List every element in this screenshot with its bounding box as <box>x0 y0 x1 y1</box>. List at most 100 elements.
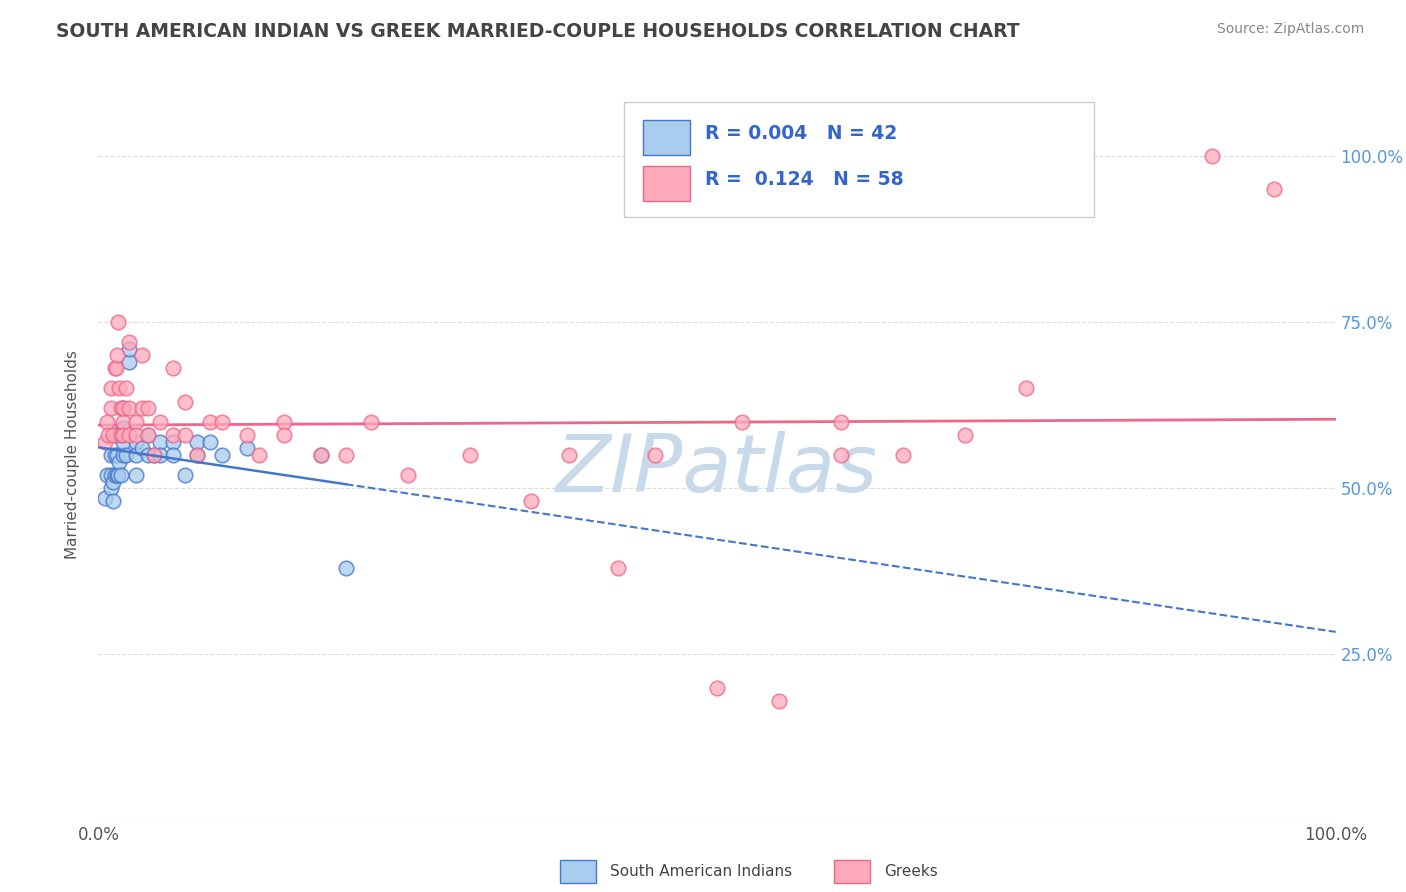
Point <box>107 467 129 482</box>
Point <box>100 401 122 416</box>
Point <box>236 428 259 442</box>
Point <box>731 415 754 429</box>
Point <box>114 448 136 462</box>
Point <box>953 428 976 442</box>
Point <box>198 415 221 429</box>
Point <box>124 467 146 482</box>
Point <box>124 415 146 429</box>
Point <box>112 448 135 462</box>
Point <box>136 428 159 442</box>
Point <box>103 361 125 376</box>
Point <box>174 428 197 442</box>
Point <box>107 428 129 442</box>
Point <box>103 448 125 462</box>
Point <box>112 401 135 416</box>
Point <box>105 448 128 462</box>
Point <box>309 448 332 462</box>
Point <box>110 467 132 482</box>
Point <box>112 428 135 442</box>
Point <box>136 448 159 462</box>
Point <box>309 448 332 462</box>
Point <box>93 491 115 505</box>
Point <box>110 428 132 442</box>
Point <box>174 467 197 482</box>
Point <box>136 401 159 416</box>
Point <box>273 415 295 429</box>
Point <box>124 434 146 449</box>
Point <box>103 428 125 442</box>
Point <box>97 428 120 442</box>
Point <box>335 448 357 462</box>
Text: R = 0.004   N = 42: R = 0.004 N = 42 <box>704 124 897 143</box>
Point <box>891 448 914 462</box>
Point <box>557 448 579 462</box>
Point <box>247 448 270 462</box>
Point <box>124 448 146 462</box>
Point <box>396 467 419 482</box>
Point <box>103 475 125 489</box>
Point <box>96 467 118 482</box>
Point <box>1015 381 1038 395</box>
Bar <box>643 166 690 201</box>
Point <box>118 342 141 356</box>
Point <box>211 415 233 429</box>
Point <box>105 348 128 362</box>
Bar <box>643 120 690 155</box>
Point <box>136 428 159 442</box>
Point <box>112 401 135 416</box>
Point <box>131 442 153 456</box>
Point <box>335 561 357 575</box>
Point <box>162 434 184 449</box>
Text: SOUTH AMERICAN INDIAN VS GREEK MARRIED-COUPLE HOUSEHOLDS CORRELATION CHART: SOUTH AMERICAN INDIAN VS GREEK MARRIED-C… <box>56 22 1019 41</box>
Point <box>118 334 141 349</box>
Point <box>100 381 122 395</box>
Point <box>236 442 259 456</box>
Point <box>830 448 852 462</box>
Point <box>830 415 852 429</box>
Text: Greeks: Greeks <box>884 864 938 879</box>
Point <box>162 448 184 462</box>
Point <box>105 467 128 482</box>
Point <box>103 494 125 508</box>
Point <box>118 428 141 442</box>
Point <box>174 394 197 409</box>
Text: ZIPatlas: ZIPatlas <box>555 431 879 508</box>
Point <box>198 434 221 449</box>
Point <box>100 467 122 482</box>
Point <box>143 448 166 462</box>
Point <box>96 415 118 429</box>
Point <box>100 448 122 462</box>
Point <box>520 494 543 508</box>
Point <box>149 448 172 462</box>
Point <box>186 434 208 449</box>
Point <box>131 348 153 362</box>
Point <box>1263 182 1285 196</box>
Text: R =  0.124   N = 58: R = 0.124 N = 58 <box>704 169 903 189</box>
Point <box>273 428 295 442</box>
Point <box>114 381 136 395</box>
Point <box>131 401 153 416</box>
Point <box>768 694 790 708</box>
Point <box>149 434 172 449</box>
Point <box>118 355 141 369</box>
Point <box>112 434 135 449</box>
Point <box>360 415 382 429</box>
Point <box>93 434 115 449</box>
Point <box>118 401 141 416</box>
Point <box>607 561 630 575</box>
Point <box>211 448 233 462</box>
Point <box>162 428 184 442</box>
Text: South American Indians: South American Indians <box>610 864 793 879</box>
Point <box>186 448 208 462</box>
Point <box>104 428 127 442</box>
Point <box>108 381 131 395</box>
Point <box>186 448 208 462</box>
Point <box>112 421 135 435</box>
Point <box>112 415 135 429</box>
Point <box>162 361 184 376</box>
Point <box>107 315 129 329</box>
FancyBboxPatch shape <box>624 102 1094 218</box>
Point <box>103 467 125 482</box>
Text: Source: ZipAtlas.com: Source: ZipAtlas.com <box>1216 22 1364 37</box>
Point <box>706 681 728 695</box>
